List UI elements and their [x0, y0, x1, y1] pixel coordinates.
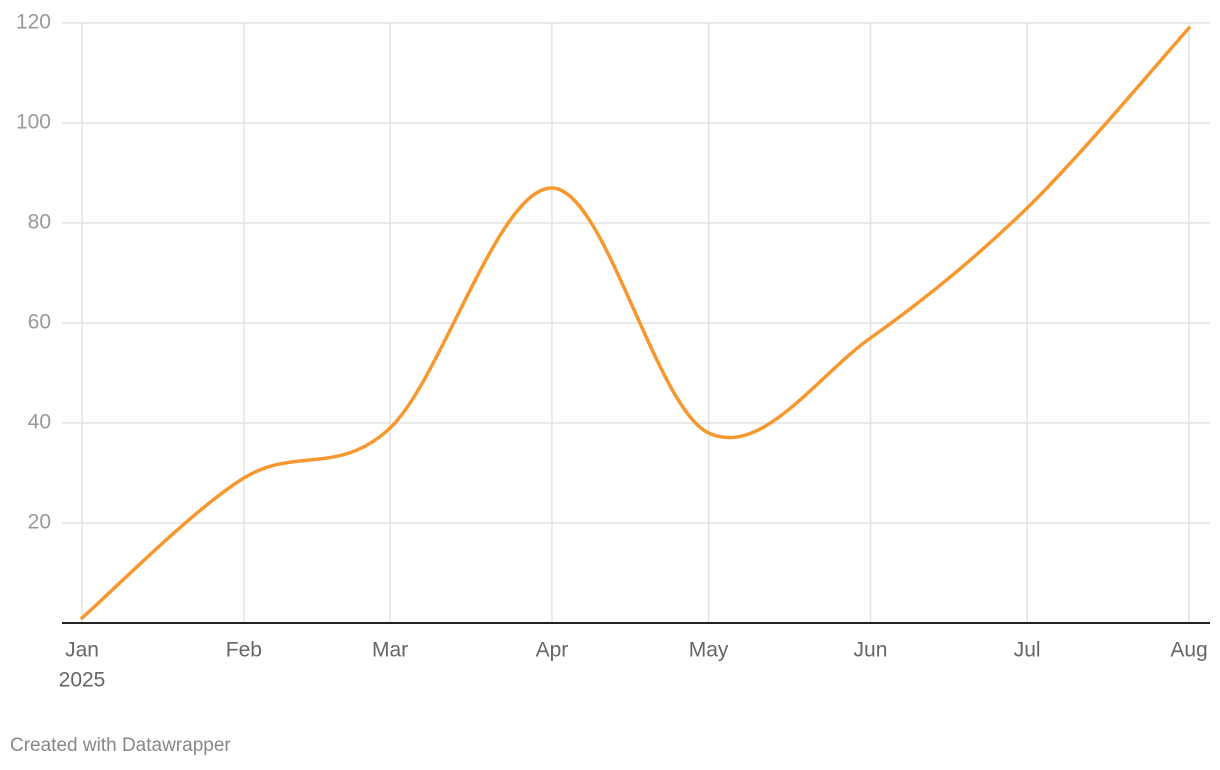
x-tick-label: Jan	[65, 639, 99, 662]
y-tick-label: 60	[28, 311, 51, 334]
x-tick-label: Aug	[1170, 639, 1207, 662]
y-tick-label: 40	[28, 411, 51, 434]
x-tick-label: Apr	[536, 639, 569, 662]
x-tick-label: Jun	[854, 639, 888, 662]
x-tick-label: May	[689, 639, 729, 662]
x-year-label: 2025	[59, 669, 106, 692]
line	[80, 26, 1191, 620]
y-tick-label: 20	[28, 511, 51, 534]
x-tick-label: Jul	[1014, 639, 1041, 662]
x-tick-label: Mar	[372, 639, 408, 662]
y-tick-label: 80	[28, 211, 51, 234]
footer: Created with Datawrapper	[10, 735, 231, 756]
y-tick-label: 120	[16, 11, 51, 34]
y-tick-label: 100	[16, 111, 51, 134]
x-tick-label: Feb	[226, 639, 262, 662]
